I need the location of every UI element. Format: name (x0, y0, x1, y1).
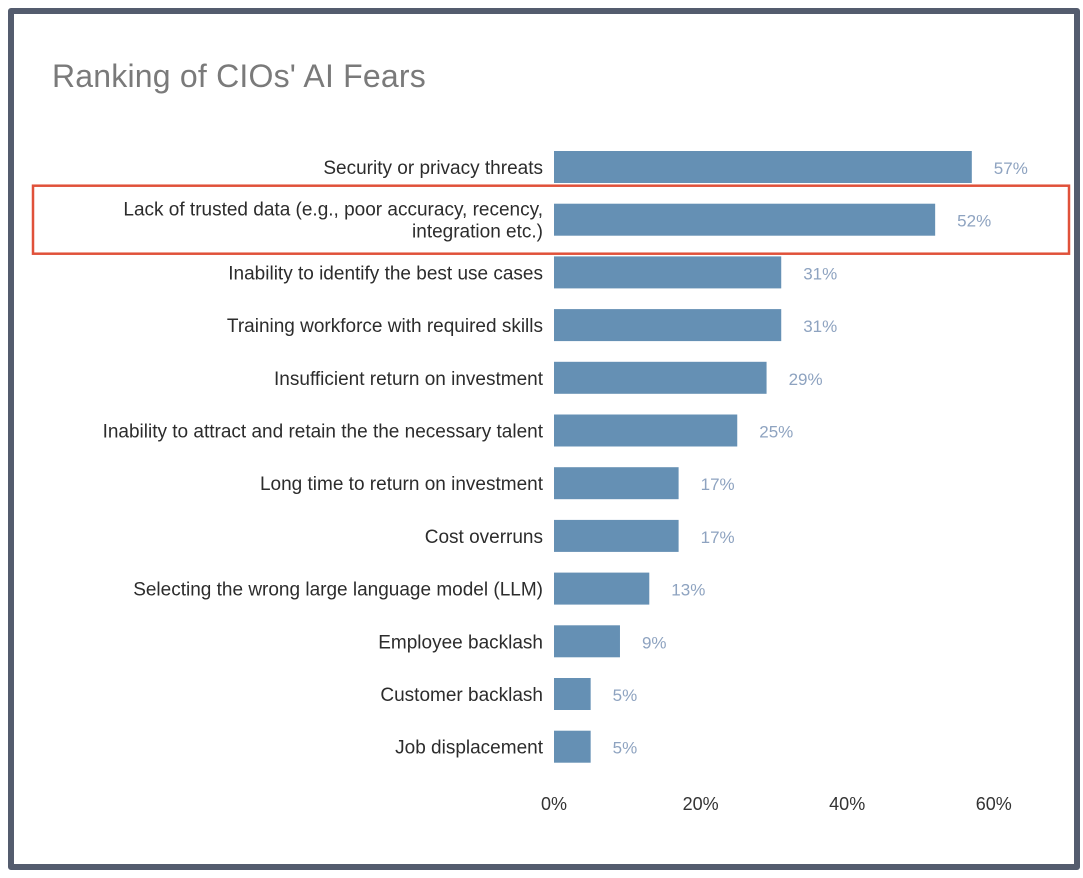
highlight-box (31, 184, 1071, 255)
value-label: 17% (701, 475, 735, 494)
bar (554, 730, 591, 763)
value-label: 9% (642, 633, 667, 652)
category-label: Selecting the wrong large language model… (133, 580, 543, 601)
value-label: 5% (613, 686, 638, 705)
category-label: Training workforce with required skills (227, 316, 543, 337)
x-tick-label: 40% (829, 794, 865, 814)
category-label: Job displacement (395, 738, 544, 759)
bar (554, 256, 782, 289)
category-label: Security or privacy threats (323, 158, 543, 179)
bar (554, 309, 782, 342)
bar (554, 572, 650, 605)
value-label: 5% (613, 739, 638, 758)
category-label: Customer backlash (380, 685, 543, 706)
bar (554, 625, 620, 658)
category-label: integration etc.) (412, 222, 543, 243)
x-tick-label: 20% (683, 794, 719, 814)
value-label: 31% (803, 264, 837, 283)
bar (554, 361, 767, 394)
value-label: 52% (957, 212, 991, 231)
category-label: Inability to identify the best use cases (228, 263, 543, 284)
value-label: 57% (994, 159, 1028, 178)
bar (554, 467, 679, 500)
category-label: Long time to return on investment (260, 474, 544, 495)
category-label: Inability to attract and retain the the … (103, 422, 544, 443)
value-label: 29% (789, 370, 823, 389)
value-label: 25% (759, 423, 793, 442)
x-tick-label: 0% (541, 794, 567, 814)
x-tick-label: 60% (976, 794, 1012, 814)
bar (554, 519, 679, 552)
bar (554, 151, 972, 183)
bar (554, 414, 738, 447)
category-label: Lack of trusted data (e.g., poor accurac… (123, 200, 543, 221)
category-label: Employee backlash (378, 632, 543, 653)
value-label: 17% (701, 528, 735, 547)
category-label: Cost overruns (425, 527, 543, 548)
bar (554, 203, 936, 236)
bar (554, 678, 591, 710)
category-label: Insufficient return on investment (274, 369, 544, 390)
value-label: 13% (671, 581, 705, 600)
chart-title: Ranking of CIOs' AI Fears (52, 58, 426, 94)
value-label: 31% (803, 317, 837, 336)
